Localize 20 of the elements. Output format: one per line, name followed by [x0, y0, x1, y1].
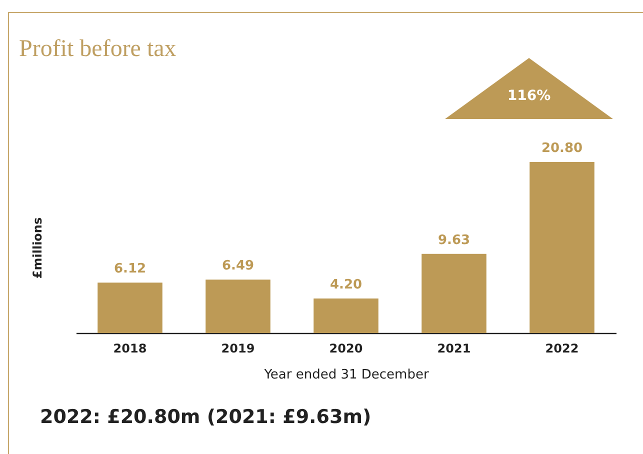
- text: 2022: £20.80m (2021: £9.63m): [40, 406, 372, 428]
- data-label: 4.20: [330, 277, 362, 292]
- data-label: 20.80: [541, 141, 583, 156]
- data-label: 9.63: [438, 232, 470, 248]
- x-tick-label: 2019: [221, 342, 255, 356]
- x-tick-label: 2021: [437, 342, 471, 356]
- data-label: 6.12: [114, 262, 146, 277]
- x-tick-label: 2020: [329, 342, 363, 356]
- x-tick-label: 2022: [545, 342, 579, 356]
- chart-title: Profit before tax: [19, 36, 176, 63]
- text: 116%: [506, 88, 552, 104]
- x-axis-title: Year ended 31 December: [263, 368, 430, 382]
- bar: [98, 282, 162, 333]
- x-tick-label: 2018: [113, 342, 147, 356]
- bar: [206, 280, 270, 333]
- data-label: 6.49: [222, 258, 254, 274]
- bar: [314, 298, 378, 333]
- bar: [422, 254, 486, 333]
- bar: [530, 162, 594, 333]
- y-axis-title: £millions: [30, 217, 44, 279]
